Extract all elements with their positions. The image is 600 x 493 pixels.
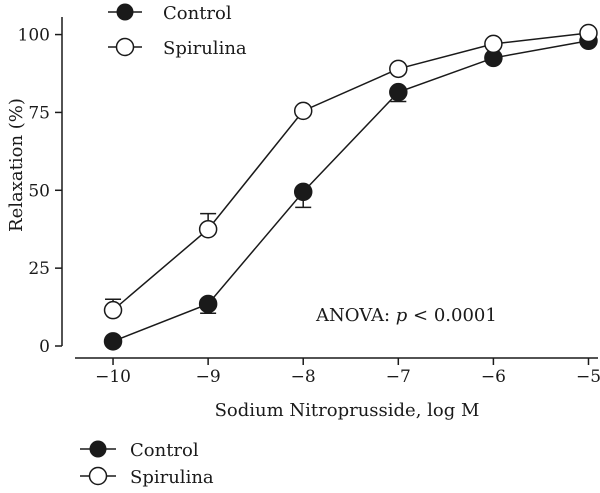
y-tick-label-0: 0	[39, 337, 50, 357]
legend-bottom-control-marker	[89, 440, 107, 458]
series-control	[103, 31, 598, 351]
series-layer	[103, 23, 598, 351]
legend-top-control-marker	[116, 3, 134, 21]
x-tick-label-3: −7	[386, 367, 411, 387]
legend-bottom-spirulina: Spirulina	[80, 466, 214, 488]
legend-top: Control Spirulina	[108, 3, 247, 59]
anova-p-symbol: p	[396, 305, 408, 326]
series-spirulina-point-5	[579, 23, 598, 43]
series-control-point-2	[293, 182, 313, 202]
legend-bottom-spirulina-label: Spirulina	[130, 467, 214, 488]
legend-top-spirulina: Spirulina	[108, 37, 247, 59]
x-tick-label-4: −6	[481, 367, 506, 387]
x-tick-label-5: −5	[576, 367, 600, 387]
legend-bottom-control: Control	[80, 440, 199, 461]
legend-top-control: Control	[108, 3, 232, 24]
series-spirulina-point-0	[103, 300, 123, 320]
legend-top-spirulina-marker	[115, 37, 135, 57]
x-tick-label-0: −10	[95, 367, 131, 387]
legend-top-control-label: Control	[163, 3, 232, 24]
anova-p-value: < 0.0001	[407, 305, 497, 326]
y-axis-label: Relaxation (%)	[6, 98, 27, 232]
series-spirulina-point-3	[389, 59, 408, 79]
series-spirulina	[103, 23, 598, 320]
series-control-point-1	[198, 294, 218, 314]
anova-prefix: ANOVA:	[315, 305, 396, 326]
legend-top-spirulina-label: Spirulina	[163, 38, 247, 59]
axes: 0 25 50 75 100 −10 −9 −8 −7 −6 −5	[18, 17, 600, 387]
series-spirulina-point-2	[293, 101, 313, 121]
anova-annotation: ANOVA: p < 0.0001	[315, 305, 497, 326]
legend-bottom-spirulina-marker	[88, 466, 108, 486]
series-control-line	[112, 40, 589, 343]
series-control-point-0	[103, 332, 123, 351]
legend-bottom: Control Spirulina	[80, 440, 214, 488]
y-tick-label-50: 50	[28, 181, 50, 201]
x-tick-label-1: −9	[196, 367, 221, 387]
y-tick-label-25: 25	[28, 259, 50, 279]
x-tick-label-2: −8	[291, 367, 316, 387]
x-axis-label: Sodium Nitroprusside, log M	[215, 400, 480, 421]
series-spirulina-point-1	[198, 219, 218, 239]
y-tick-label-75: 75	[28, 103, 50, 123]
series-spirulina-point-4	[484, 34, 503, 54]
y-tick-label-100: 100	[18, 26, 50, 46]
series-spirulina-line	[112, 32, 589, 311]
legend-bottom-control-label: Control	[130, 440, 199, 461]
series-control-point-3	[389, 82, 408, 102]
